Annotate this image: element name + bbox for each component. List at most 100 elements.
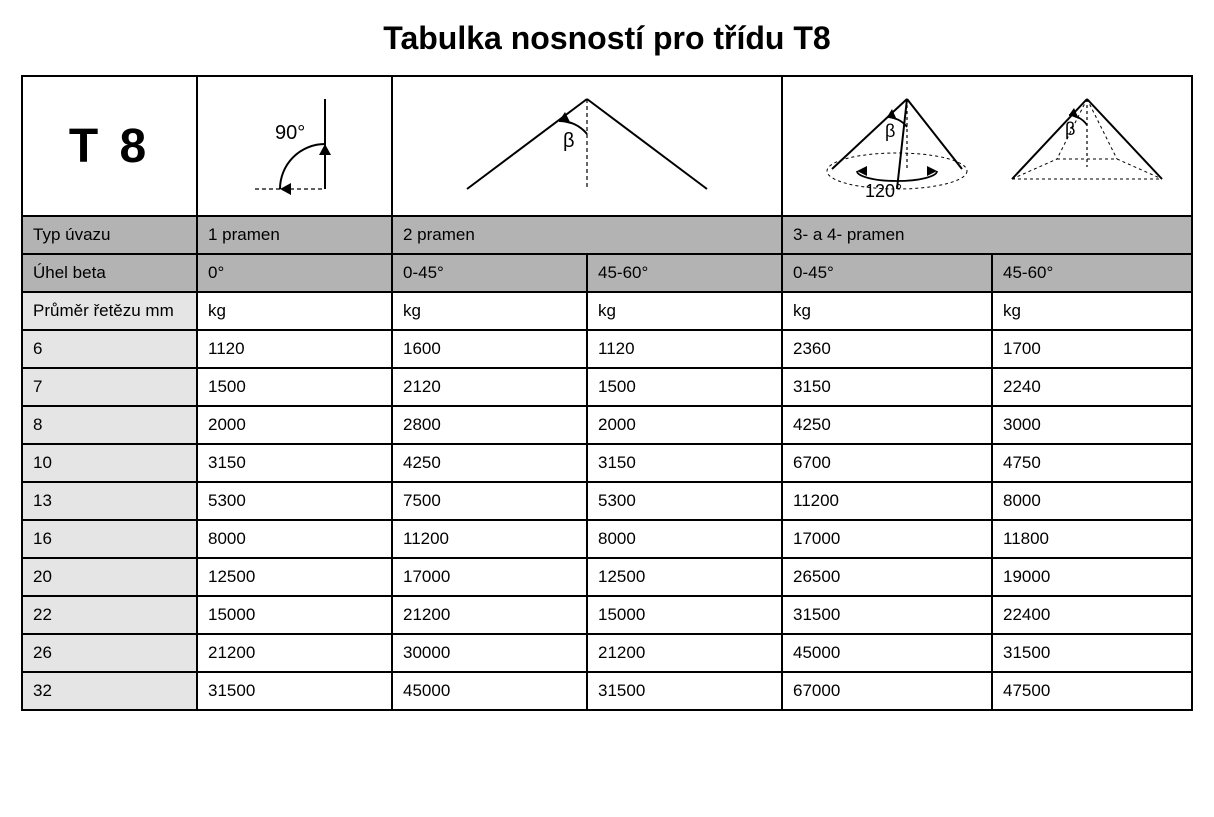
diagram-2-leg: β — [392, 76, 782, 216]
unit-1: kg — [392, 292, 587, 330]
table-row: 262120030000212004500031500 — [22, 634, 1192, 672]
beta-label-2: β — [885, 121, 895, 141]
diameter-cell: 13 — [22, 482, 197, 520]
row-type: Typ úvazu 1 pramen 2 pramen 3- a 4- pram… — [22, 216, 1192, 254]
beta-label-3: β — [1065, 119, 1075, 139]
value-cell: 12500 — [587, 558, 782, 596]
value-cell: 1500 — [587, 368, 782, 406]
value-cell: 1120 — [197, 330, 392, 368]
diameter-cell: 16 — [22, 520, 197, 558]
value-cell: 11800 — [992, 520, 1192, 558]
value-cell: 4750 — [992, 444, 1192, 482]
value-cell: 21200 — [587, 634, 782, 672]
diagram-row: T 8 90° β — [22, 76, 1192, 216]
unit-3: kg — [782, 292, 992, 330]
table-row: 323150045000315006700047500 — [22, 672, 1192, 710]
angle-120-label: 120° — [865, 181, 902, 201]
typ-col-1: 1 pramen — [197, 216, 392, 254]
angle-0: 0° — [197, 254, 392, 292]
row-units: Průměr řetězu mm kg kg kg kg kg — [22, 292, 1192, 330]
value-cell: 2000 — [197, 406, 392, 444]
value-cell: 8000 — [992, 482, 1192, 520]
label-diameter: Průměr řetězu mm — [22, 292, 197, 330]
value-cell: 47500 — [992, 672, 1192, 710]
unit-4: kg — [992, 292, 1192, 330]
unit-2: kg — [587, 292, 782, 330]
value-cell: 15000 — [587, 596, 782, 634]
value-cell: 4250 — [392, 444, 587, 482]
value-cell: 17000 — [392, 558, 587, 596]
value-cell: 31500 — [782, 596, 992, 634]
value-cell: 26500 — [782, 558, 992, 596]
value-cell: 1500 — [197, 368, 392, 406]
value-cell: 67000 — [782, 672, 992, 710]
typ-col-3: 3- a 4- pramen — [782, 216, 1192, 254]
diameter-cell: 26 — [22, 634, 197, 672]
value-cell: 21200 — [197, 634, 392, 672]
value-cell: 31500 — [992, 634, 1192, 672]
class-label: T 8 — [27, 119, 192, 174]
value-cell: 2800 — [392, 406, 587, 444]
diameter-cell: 6 — [22, 330, 197, 368]
value-cell: 30000 — [392, 634, 587, 672]
angle-2: 45-60° — [587, 254, 782, 292]
value-cell: 1600 — [392, 330, 587, 368]
value-cell: 11200 — [392, 520, 587, 558]
value-cell: 1120 — [587, 330, 782, 368]
value-cell: 3150 — [197, 444, 392, 482]
value-cell: 45000 — [392, 672, 587, 710]
diameter-cell: 8 — [22, 406, 197, 444]
value-cell: 22400 — [992, 596, 1192, 634]
value-cell: 3150 — [587, 444, 782, 482]
table-row: 221500021200150003150022400 — [22, 596, 1192, 634]
value-cell: 19000 — [992, 558, 1192, 596]
value-cell: 2240 — [992, 368, 1192, 406]
load-capacity-table: T 8 90° β — [21, 75, 1193, 711]
label-typ: Typ úvazu — [22, 216, 197, 254]
value-cell: 12500 — [197, 558, 392, 596]
unit-0: kg — [197, 292, 392, 330]
diagram-3-4-leg: β 120° β — [782, 76, 1192, 216]
table-row: 1680001120080001700011800 — [22, 520, 1192, 558]
value-cell: 3000 — [992, 406, 1192, 444]
value-cell: 5300 — [197, 482, 392, 520]
value-cell: 7500 — [392, 482, 587, 520]
table-row: 13530075005300112008000 — [22, 482, 1192, 520]
value-cell: 2120 — [392, 368, 587, 406]
class-label-cell: T 8 — [22, 76, 197, 216]
value-cell: 2000 — [587, 406, 782, 444]
diameter-cell: 10 — [22, 444, 197, 482]
beta-label-1: β — [563, 130, 575, 152]
value-cell: 45000 — [782, 634, 992, 672]
value-cell: 2360 — [782, 330, 992, 368]
value-cell: 5300 — [587, 482, 782, 520]
value-cell: 3150 — [782, 368, 992, 406]
table-row: 715002120150031502240 — [22, 368, 1192, 406]
value-cell: 8000 — [197, 520, 392, 558]
value-cell: 31500 — [197, 672, 392, 710]
row-angle: Úhel beta 0° 0-45° 45-60° 0-45° 45-60° — [22, 254, 1192, 292]
value-cell: 31500 — [587, 672, 782, 710]
value-cell: 4250 — [782, 406, 992, 444]
angle-4: 45-60° — [992, 254, 1192, 292]
angle-90-label: 90° — [275, 122, 305, 144]
diameter-cell: 22 — [22, 596, 197, 634]
value-cell: 11200 — [782, 482, 992, 520]
table-row: 1031504250315067004750 — [22, 444, 1192, 482]
value-cell: 15000 — [197, 596, 392, 634]
label-angle: Úhel beta — [22, 254, 197, 292]
value-cell: 21200 — [392, 596, 587, 634]
value-cell: 8000 — [587, 520, 782, 558]
table-row: 611201600112023601700 — [22, 330, 1192, 368]
diameter-cell: 7 — [22, 368, 197, 406]
typ-col-2: 2 pramen — [392, 216, 782, 254]
value-cell: 17000 — [782, 520, 992, 558]
angle-1: 0-45° — [392, 254, 587, 292]
table-row: 820002800200042503000 — [22, 406, 1192, 444]
page-title: Tabulka nosností pro třídu T8 — [20, 20, 1194, 57]
value-cell: 1700 — [992, 330, 1192, 368]
value-cell: 6700 — [782, 444, 992, 482]
angle-3: 0-45° — [782, 254, 992, 292]
diameter-cell: 20 — [22, 558, 197, 596]
table-row: 201250017000125002650019000 — [22, 558, 1192, 596]
